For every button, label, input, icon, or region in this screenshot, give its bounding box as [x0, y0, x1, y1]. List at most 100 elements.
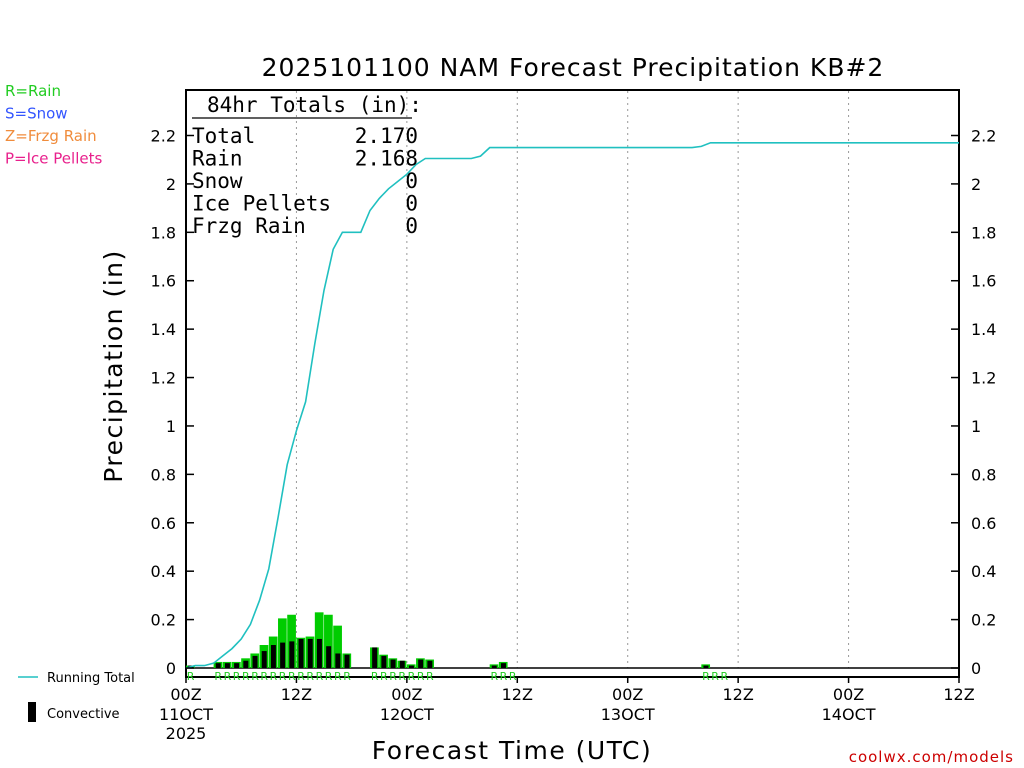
convective-bar: [390, 659, 396, 668]
convective-bar: [307, 638, 313, 668]
type-marker: R: [233, 670, 241, 683]
precip-type-legend: R=Rain S=Snow Z=Frzg Rain P=Ice Pellets: [5, 82, 102, 168]
type-marker: R: [389, 670, 397, 683]
type-marker: R: [279, 670, 287, 683]
convective-bar: [326, 646, 332, 668]
y-tick-label-right: 1.6: [971, 272, 996, 291]
totals-row-label: Rain: [192, 147, 243, 171]
y-tick-label-left: 2: [166, 175, 176, 194]
convective-legend-label: Convective: [47, 707, 120, 722]
totals-row-label: Snow: [192, 169, 243, 193]
totals-rows: Total 2.170 Rain 2.168 Snow 0 Ice Pellets 0 Frzg…: [192, 124, 418, 238]
x-tick-label: 00Z: [391, 685, 422, 704]
type-marker: R: [316, 670, 324, 683]
y-axis-title: Precipitation (in): [99, 249, 128, 483]
type-marker: R: [371, 670, 379, 683]
type-marker: R: [242, 670, 250, 683]
x-date-label: 11OCT: [159, 705, 213, 724]
convective-bar: [243, 660, 249, 668]
type-marker: R: [500, 670, 508, 683]
type-legend-item: Z=Frzg Rain: [5, 127, 97, 145]
type-marker: R: [270, 670, 278, 683]
type-marker: R: [224, 670, 232, 683]
type-legend-item: S=Snow: [5, 105, 68, 123]
totals-row-label: Frzg Rain: [192, 214, 306, 238]
y-tick-label-left: 1.2: [151, 369, 176, 388]
y-tick-label-left: 1.4: [151, 320, 176, 339]
type-marker: R: [343, 670, 351, 683]
convective-legend-swatch: [28, 702, 36, 722]
type-marker: R: [306, 670, 314, 683]
credit-text: coolwx.com/models: [849, 748, 1014, 766]
type-marker: R: [214, 670, 222, 683]
type-marker: R: [417, 670, 425, 683]
type-marker: R: [398, 670, 406, 683]
convective-bar: [703, 665, 709, 668]
type-legend-item: R=Rain: [5, 82, 61, 100]
y-tick-label-right: 0.2: [971, 611, 996, 630]
y-axis-left: 0 0.2 0.4 0.6 0.8 1 1.2 1.4 1.6 1.8 2 2.2: [151, 127, 194, 678]
type-marker: R: [711, 670, 719, 683]
y-tick-label-left: 1.6: [151, 272, 176, 291]
y-tick-label-left: 1.8: [151, 223, 176, 242]
y-tick-label-left: 0: [166, 659, 176, 678]
type-marker: R: [187, 670, 195, 683]
y-tick-label-right: 0.4: [971, 562, 996, 581]
convective-bar: [261, 651, 267, 668]
precip-bar: [333, 625, 342, 668]
running-total-line: [185, 142, 959, 669]
totals-row-value: 2.168: [355, 147, 418, 171]
type-marker: R: [380, 670, 388, 683]
x-tick-label: 12Z: [502, 685, 533, 704]
y-tick-label-right: 2: [971, 175, 981, 194]
totals-row-label: Ice Pellets: [192, 192, 331, 216]
totals-row-value: 0: [405, 214, 418, 238]
y-tick-label-right: 1.8: [971, 223, 996, 242]
type-legend-item: P=Ice Pellets: [5, 150, 102, 168]
convective-bar: [289, 641, 295, 668]
totals-row-value: 0: [405, 169, 418, 193]
x-axis-title: Forecast Time (UTC): [372, 736, 652, 765]
type-marker: R: [408, 670, 416, 683]
convective-bar: [316, 638, 322, 668]
convective-bar: [372, 647, 378, 668]
convective-bar: [399, 660, 405, 668]
totals-box: 84hr Totals (in): Total 2.170 Rain 2.168 Sno…: [192, 93, 422, 238]
totals-heading: 84hr Totals (in):: [207, 93, 422, 117]
y-tick-label-left: 0.4: [151, 562, 176, 581]
x-date-label: 13OCT: [601, 705, 655, 724]
y-tick-label-right: 0: [971, 659, 981, 678]
convective-bar: [491, 665, 497, 668]
y-tick-label-right: 2.2: [971, 127, 996, 146]
convective-bar: [408, 665, 414, 668]
x-date-label: 12OCT: [380, 705, 434, 724]
y-tick-label-left: 1: [166, 417, 176, 436]
type-marker: R: [260, 670, 268, 683]
convective-bar: [427, 660, 433, 668]
y-tick-label-right: 1: [971, 417, 981, 436]
convective-bars: [188, 638, 709, 668]
precip-bar: [324, 614, 333, 668]
convective-bar: [298, 638, 304, 668]
x-tick-label: 00Z: [170, 685, 201, 704]
type-marker: R: [288, 670, 296, 683]
y-tick-label-left: 0.6: [151, 514, 176, 533]
totals-row-value: 0: [405, 192, 418, 216]
type-marker: R: [426, 670, 434, 683]
type-marker: R: [325, 670, 333, 683]
convective-bar: [500, 663, 506, 668]
totals-row-value: 2.170: [355, 124, 418, 148]
convective-bar: [335, 653, 341, 668]
convective-bar: [224, 663, 230, 668]
x-tick-label: 00Z: [833, 685, 864, 704]
y-tick-label-right: 1.2: [971, 369, 996, 388]
series-legend: Running Total Convective: [18, 671, 135, 722]
type-marker: R: [509, 670, 517, 683]
type-marker: R: [721, 670, 729, 683]
y-tick-label-right: 0.6: [971, 514, 996, 533]
type-marker: R: [702, 670, 710, 683]
y-tick-label-left: 0.8: [151, 465, 176, 484]
chart-title: 2025101100 NAM Forecast Precipitation KB…: [262, 53, 885, 82]
